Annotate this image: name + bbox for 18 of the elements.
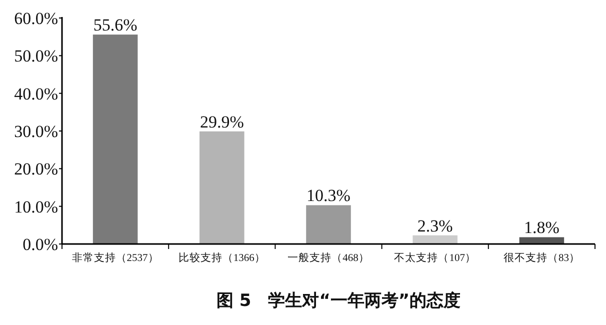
data-label: 10.3% [306, 186, 350, 206]
y-tick-label: 30.0% [14, 122, 58, 141]
y-tick-label: 60.0% [14, 9, 58, 28]
y-tick-label: 0.0% [22, 235, 58, 254]
y-tick-label: 40.0% [14, 84, 58, 104]
y-tick-label: 50.0% [14, 46, 58, 66]
data-label: 2.3% [417, 216, 453, 236]
y-tick-label: 20.0% [14, 160, 58, 179]
x-tick-label: 不太支持（107） [394, 251, 476, 264]
x-tick-label: 非常支持（2537） [72, 251, 159, 264]
y-tick-label: 10.0% [14, 197, 58, 216]
data-label: 1.8% [524, 218, 560, 238]
x-tick-label: 很不支持（83） [503, 251, 580, 264]
data-label: 55.6% [93, 16, 138, 35]
data-label: 29.9% [200, 112, 244, 132]
x-tick-label: 比较支持（1366） [178, 251, 266, 264]
x-tick-label: 一般支持（468） [288, 251, 370, 264]
text: 图 5 学生对“一年两考”的态度 [216, 291, 461, 311]
